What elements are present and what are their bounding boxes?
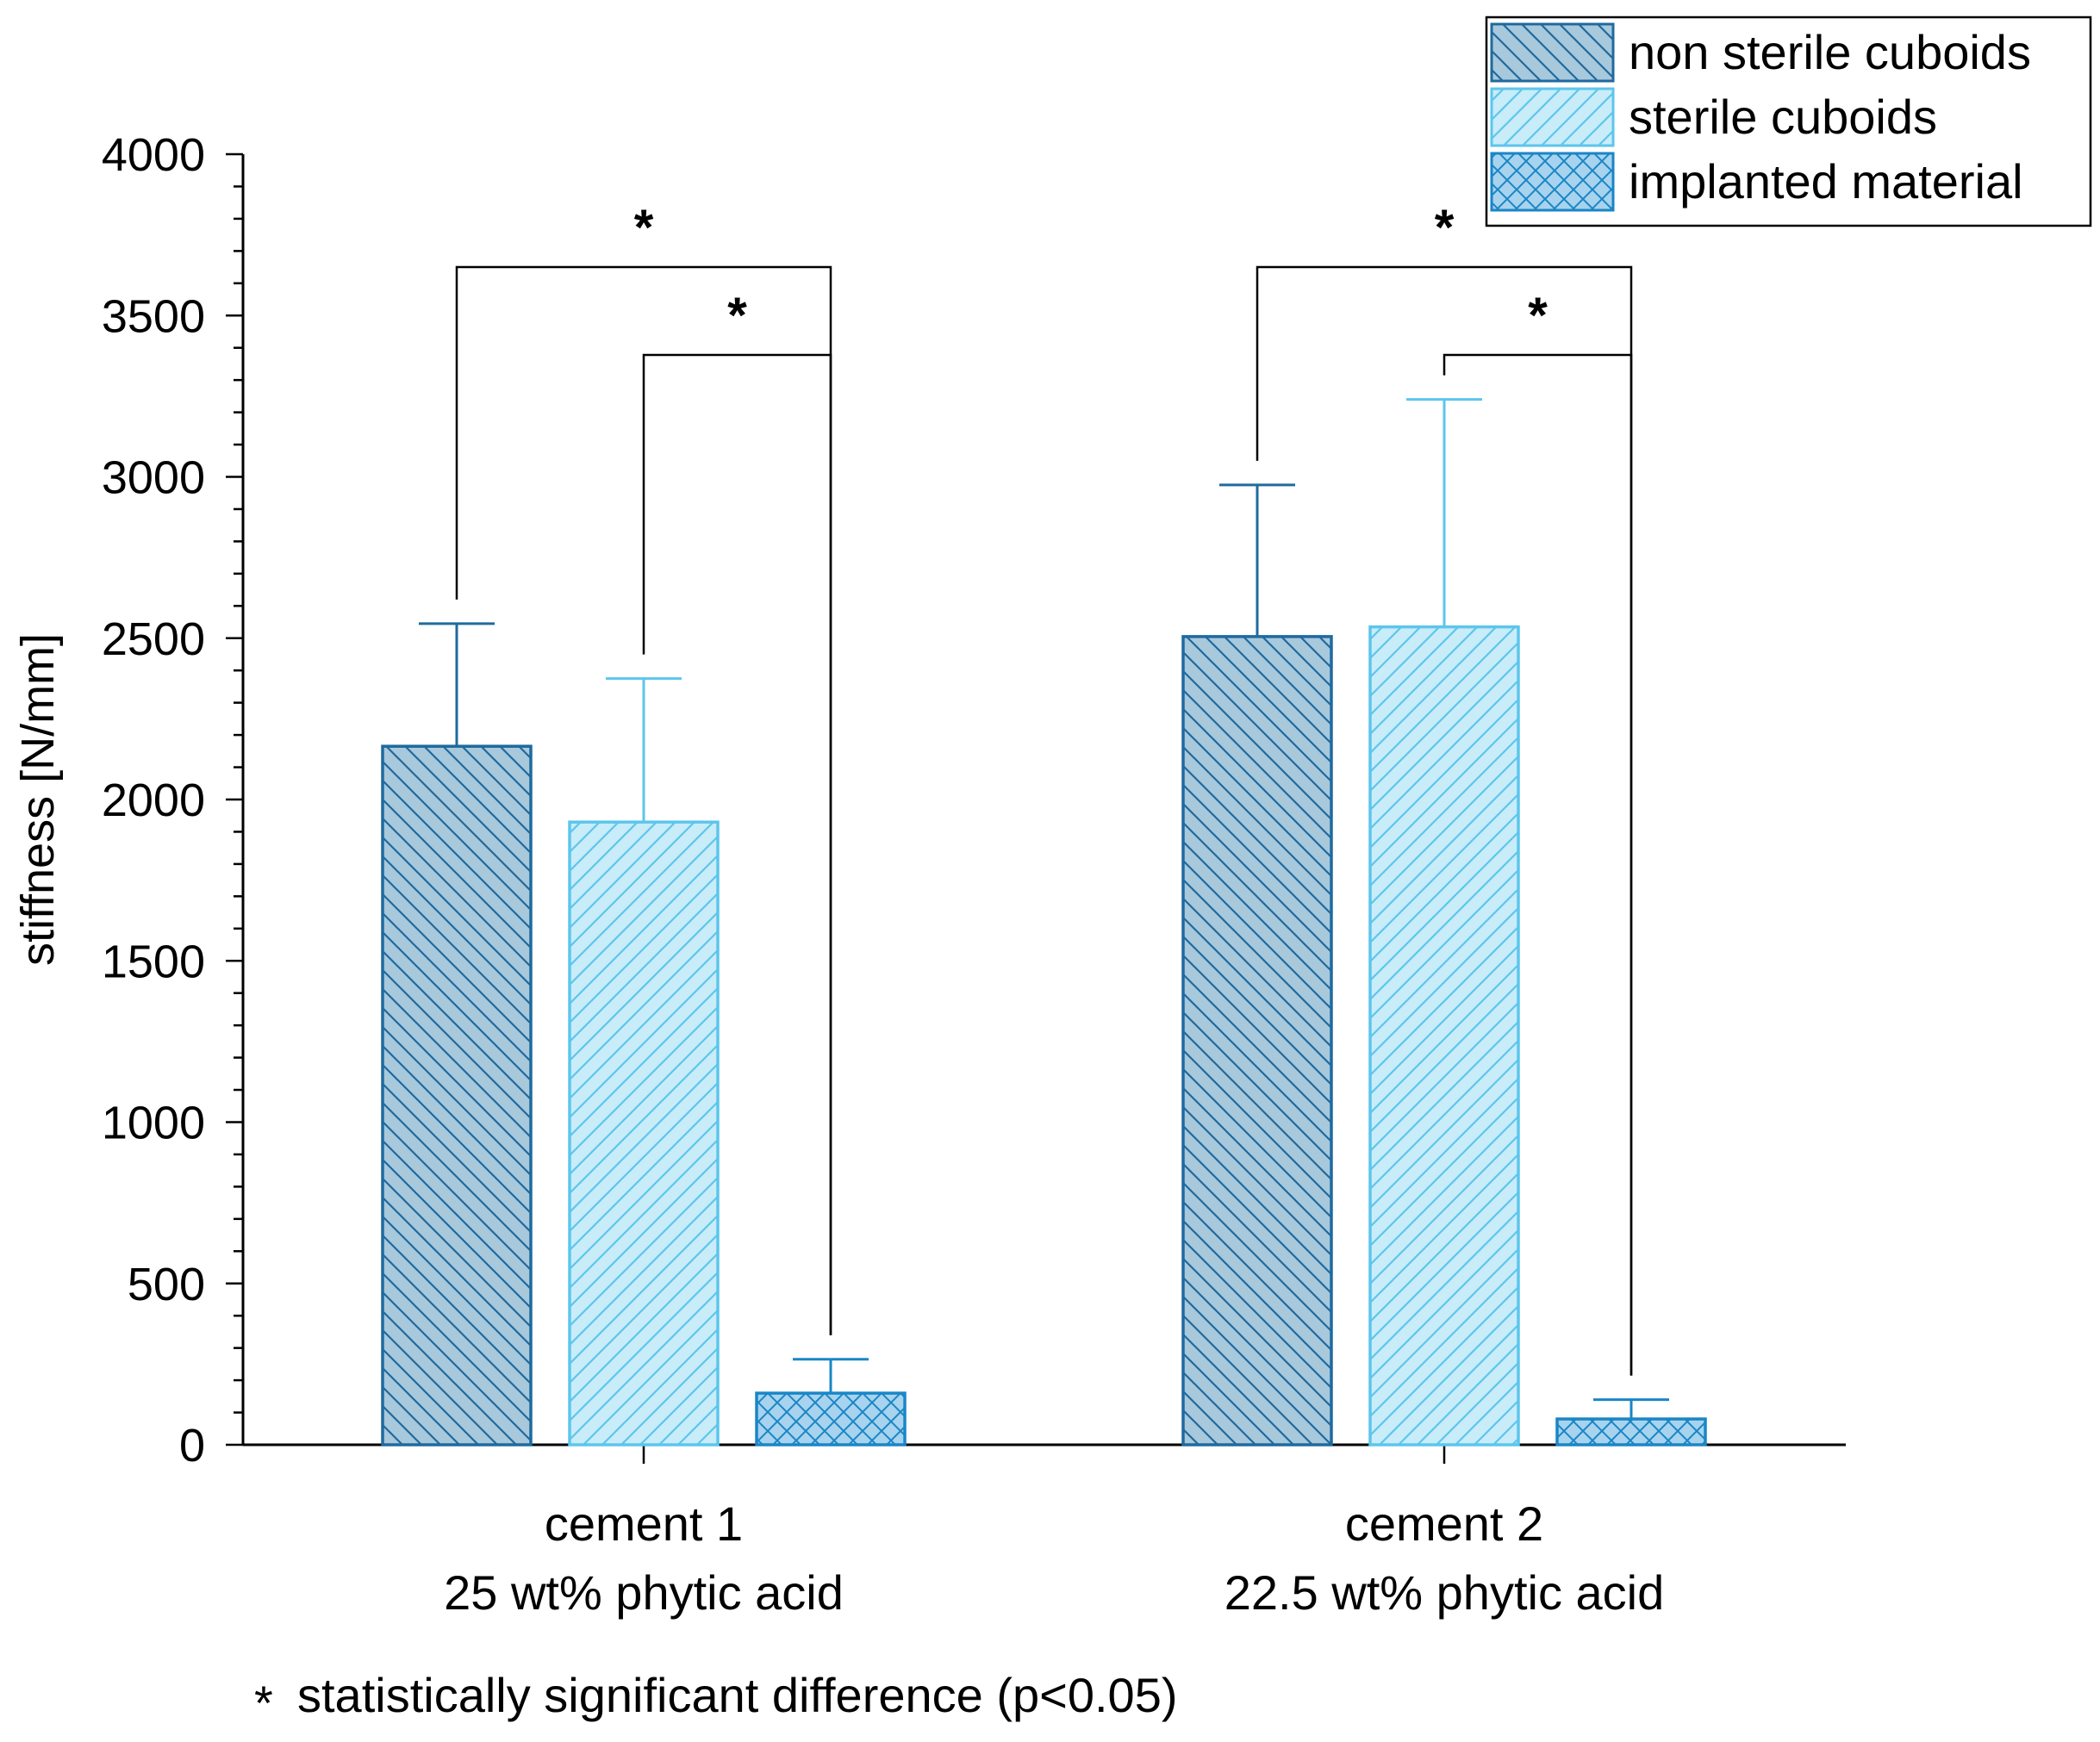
- bars: [381, 625, 1707, 1446]
- bar: [1555, 1417, 1707, 1446]
- y-tick-label: 0: [179, 1420, 205, 1471]
- category-label-line2: 25 wt% phytic acid: [444, 1565, 844, 1620]
- significance-bracket: [642, 353, 832, 1335]
- y-tick-label: 1000: [102, 1098, 205, 1149]
- legend-swatch: [1490, 152, 1615, 212]
- x-axis-ticks: [642, 1445, 1446, 1464]
- bar: [568, 820, 720, 1446]
- category-label-line1: cement 1: [545, 1496, 743, 1551]
- significance-star: *: [634, 200, 654, 256]
- bar: [1368, 625, 1520, 1446]
- legend-swatch: [1490, 22, 1615, 83]
- footnote-symbol: *: [254, 1676, 273, 1730]
- bar: [1181, 635, 1333, 1446]
- y-tick-label: 4000: [102, 129, 205, 181]
- legend-label: implanted material: [1629, 154, 2023, 208]
- significance-bracket: [1443, 353, 1633, 1376]
- footnote: * statistically significant difference (…: [254, 1668, 1177, 1730]
- y-tick-label: 3000: [102, 452, 205, 504]
- legend-label: non sterile cuboids: [1629, 25, 2031, 79]
- category-label-line1: cement 2: [1345, 1496, 1543, 1551]
- y-tick-label: 500: [128, 1259, 205, 1310]
- footnote-text: statistically significant difference (p<…: [297, 1668, 1177, 1722]
- bar: [381, 744, 533, 1446]
- y-tick-label: 3500: [102, 290, 205, 342]
- legend-label: sterile cuboids: [1629, 90, 1937, 144]
- legend: non sterile cuboids sterile cuboids implan…: [1485, 16, 2092, 227]
- legend-swatch: [1490, 87, 1615, 147]
- significance-star: *: [727, 288, 747, 344]
- y-axis-ticks: 0 500 1000 1500 2000 2500 3000 3500 4000: [102, 129, 243, 1471]
- category-labels: cement 1 25 wt% phytic acid cement 2 22.5 w…: [444, 1496, 1664, 1620]
- y-tick-label: 2000: [102, 775, 205, 826]
- y-axis-title: stiffness [N/mm]: [12, 633, 64, 966]
- significance-star: *: [1435, 200, 1455, 256]
- significance-brackets: * * * *: [455, 200, 1633, 1376]
- axes: 0 500 1000 1500 2000 2500 3000 3500 4000: [102, 129, 1846, 1471]
- error-bars: [419, 398, 1669, 1420]
- bar: [755, 1391, 907, 1446]
- significance-star: *: [1528, 288, 1548, 344]
- category-label-line2: 22.5 wt% phytic acid: [1224, 1565, 1664, 1620]
- y-tick-label: 2500: [102, 613, 205, 665]
- y-tick-label: 1500: [102, 936, 205, 987]
